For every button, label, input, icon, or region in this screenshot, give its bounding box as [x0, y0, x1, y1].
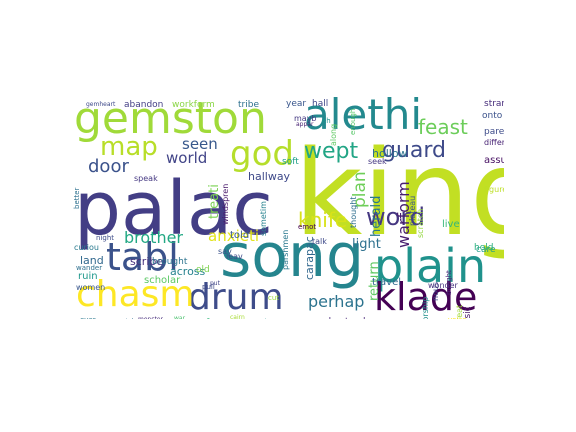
word-song: song [220, 221, 365, 291]
word-mayb: mayb [294, 114, 317, 123]
word-travel: travel [372, 277, 402, 288]
word-told: told [230, 230, 250, 241]
word-worship: worship [421, 296, 430, 319]
word-plain: plain [374, 239, 487, 293]
word-hall: hall [312, 99, 329, 109]
word-perhap: perhap [308, 292, 365, 311]
word-guard: guard [382, 138, 447, 163]
word-soft: soft [282, 157, 299, 167]
word-better: better [73, 187, 81, 210]
word-gemston: gemston [74, 94, 267, 144]
word-land: land [80, 254, 104, 267]
word-hallway: hallway [248, 170, 291, 183]
word-wept: wept [304, 139, 359, 164]
word-tribe: tribe [238, 100, 259, 110]
word-monster: monster [138, 317, 163, 320]
word-live: live [442, 219, 460, 230]
word-appar: appar [296, 121, 314, 128]
word-ruin: ruin [78, 271, 98, 282]
word-say: say [218, 247, 232, 256]
word-anxieti: anxieti [208, 227, 260, 245]
word-light: light [352, 237, 381, 252]
word-wonder: wonder [428, 281, 458, 290]
word-scholar: scholar [144, 275, 181, 286]
word-parshmen: parshmen [281, 230, 290, 271]
word-put: put [210, 280, 220, 287]
word-pull: pull [202, 283, 215, 291]
word-cut: cut [268, 294, 280, 302]
word-onto: onto [482, 111, 503, 121]
word-palac: palac [74, 166, 273, 252]
word-seen: seen [182, 135, 218, 153]
word-talk: talk [312, 237, 327, 246]
word-map: map [100, 132, 158, 162]
word-cairn: cairn [230, 314, 245, 320]
word-strang: strang [484, 99, 504, 109]
word-night: night [96, 234, 115, 242]
word-king: king [294, 124, 504, 262]
word-abandon: abandon [124, 100, 164, 110]
word-bought: bought [445, 270, 453, 296]
word-year: year [286, 99, 307, 109]
word-enough: enough [349, 108, 357, 136]
word-word: word [366, 203, 425, 231]
word-parent: parent [484, 127, 504, 137]
word-scratch: scratch [416, 208, 425, 238]
word-klade: klade [374, 275, 478, 319]
word-figure: figure [484, 185, 504, 194]
word-thought: thought [349, 196, 358, 228]
word-speak: speak [134, 174, 158, 183]
word-god: god [230, 134, 294, 174]
word-workform: workform [172, 100, 215, 110]
word-emot: emot [298, 223, 317, 231]
word-across: across [170, 265, 206, 278]
word-along: along [329, 123, 338, 146]
word-hollow: hollow [372, 147, 408, 160]
word-scribe: scribe [130, 255, 164, 268]
word-herald: herald [369, 195, 384, 237]
word-gemheart: gemheart [86, 101, 116, 108]
word-war: war [174, 315, 186, 320]
word-treati: treati [207, 183, 222, 219]
word-brother: brother [124, 228, 184, 247]
word-windspren: windspren [221, 183, 230, 226]
word-door: door [88, 156, 129, 177]
word-women: women [76, 283, 106, 292]
word-hold: hold [474, 243, 494, 253]
word-world: world [166, 149, 208, 167]
word-care: care [476, 245, 496, 255]
word-alethi: alethi [304, 94, 423, 139]
word-tabl: tabl [106, 235, 179, 279]
word-differ: differ [484, 138, 504, 147]
word-leav: leav [226, 252, 243, 261]
word-sometim: sometim [259, 200, 268, 236]
word-chasm: chasm [76, 274, 195, 315]
word-drum: drum [188, 277, 284, 318]
word-understand: understand [314, 318, 366, 320]
word-eh: eh [322, 117, 331, 125]
word-brought: brought [152, 257, 188, 267]
word-assum: assum [484, 155, 504, 166]
word-ever: ever [80, 317, 96, 320]
word-curiou: curiou [74, 243, 99, 252]
word-knife: knife [298, 208, 348, 232]
word-seek: seek [368, 157, 387, 166]
word-feast: feast [418, 115, 468, 139]
word-cloud: kingpalacsongplain gemston alethi drumchasm… [72, 94, 504, 319]
word-old: old [196, 265, 210, 275]
word-voice: voice [448, 317, 467, 320]
word-wander: wander [76, 264, 103, 272]
